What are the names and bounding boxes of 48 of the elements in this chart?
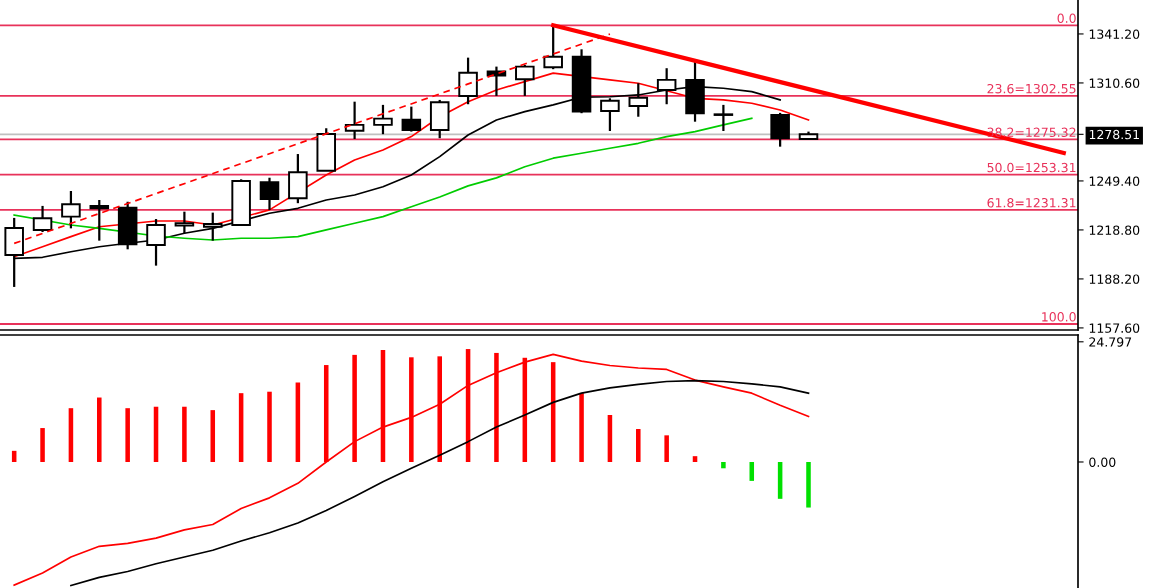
y-tick-label: 1310.60 <box>1089 78 1140 88</box>
y-tick-label: 1157.60 <box>1089 323 1140 333</box>
line-series <box>70 379 810 587</box>
y-tick-label: 1341.20 <box>1089 29 1140 39</box>
candlestick <box>373 103 393 136</box>
bar <box>267 391 272 462</box>
candlestick <box>203 211 223 242</box>
ref-line-label: 38.2=1275.32 <box>987 127 1076 138</box>
candlestick <box>713 103 734 133</box>
candlestick <box>174 210 195 235</box>
line-series <box>13 353 810 586</box>
bar <box>806 461 811 508</box>
y-tick-label: 1249.40 <box>1089 176 1140 186</box>
ref-line-label: 61.8=1231.31 <box>987 198 1076 208</box>
candlestick <box>344 100 365 141</box>
bar <box>579 393 584 462</box>
candlestick <box>600 97 620 133</box>
bar <box>210 410 216 462</box>
candlestick <box>770 111 790 148</box>
candlestick <box>543 24 563 71</box>
bar <box>125 408 130 462</box>
ref-line-label: 50.0=1253.31 <box>987 162 1076 173</box>
bar <box>409 357 414 462</box>
y-tick-label: 0.00 <box>1089 457 1116 467</box>
bar <box>40 428 45 462</box>
candlestick <box>61 189 81 230</box>
bar <box>692 456 698 462</box>
y-tick-label: 1188.20 <box>1089 274 1140 284</box>
bar <box>721 461 726 469</box>
candlestick <box>401 105 422 133</box>
bar <box>749 461 755 481</box>
bar <box>664 435 669 462</box>
candlestick <box>515 63 535 98</box>
candlestick <box>458 56 478 106</box>
ref-line-label: 23.6=1302.55 <box>987 83 1076 94</box>
y-tick-label: 1218.80 <box>1089 225 1140 235</box>
candlestick <box>259 176 280 212</box>
bar <box>437 356 442 462</box>
bar <box>182 406 187 462</box>
bar <box>636 429 641 462</box>
y-tick-label: 24.797 <box>1089 337 1132 347</box>
bar <box>97 397 102 462</box>
y-tick-label: 1278.51 <box>1089 129 1139 140</box>
annotation: 100.0 <box>1042 312 1076 322</box>
annotation: 0.0 <box>1057 13 1076 23</box>
candlestick <box>32 204 53 234</box>
bar <box>323 365 329 462</box>
candlestick <box>89 198 110 242</box>
